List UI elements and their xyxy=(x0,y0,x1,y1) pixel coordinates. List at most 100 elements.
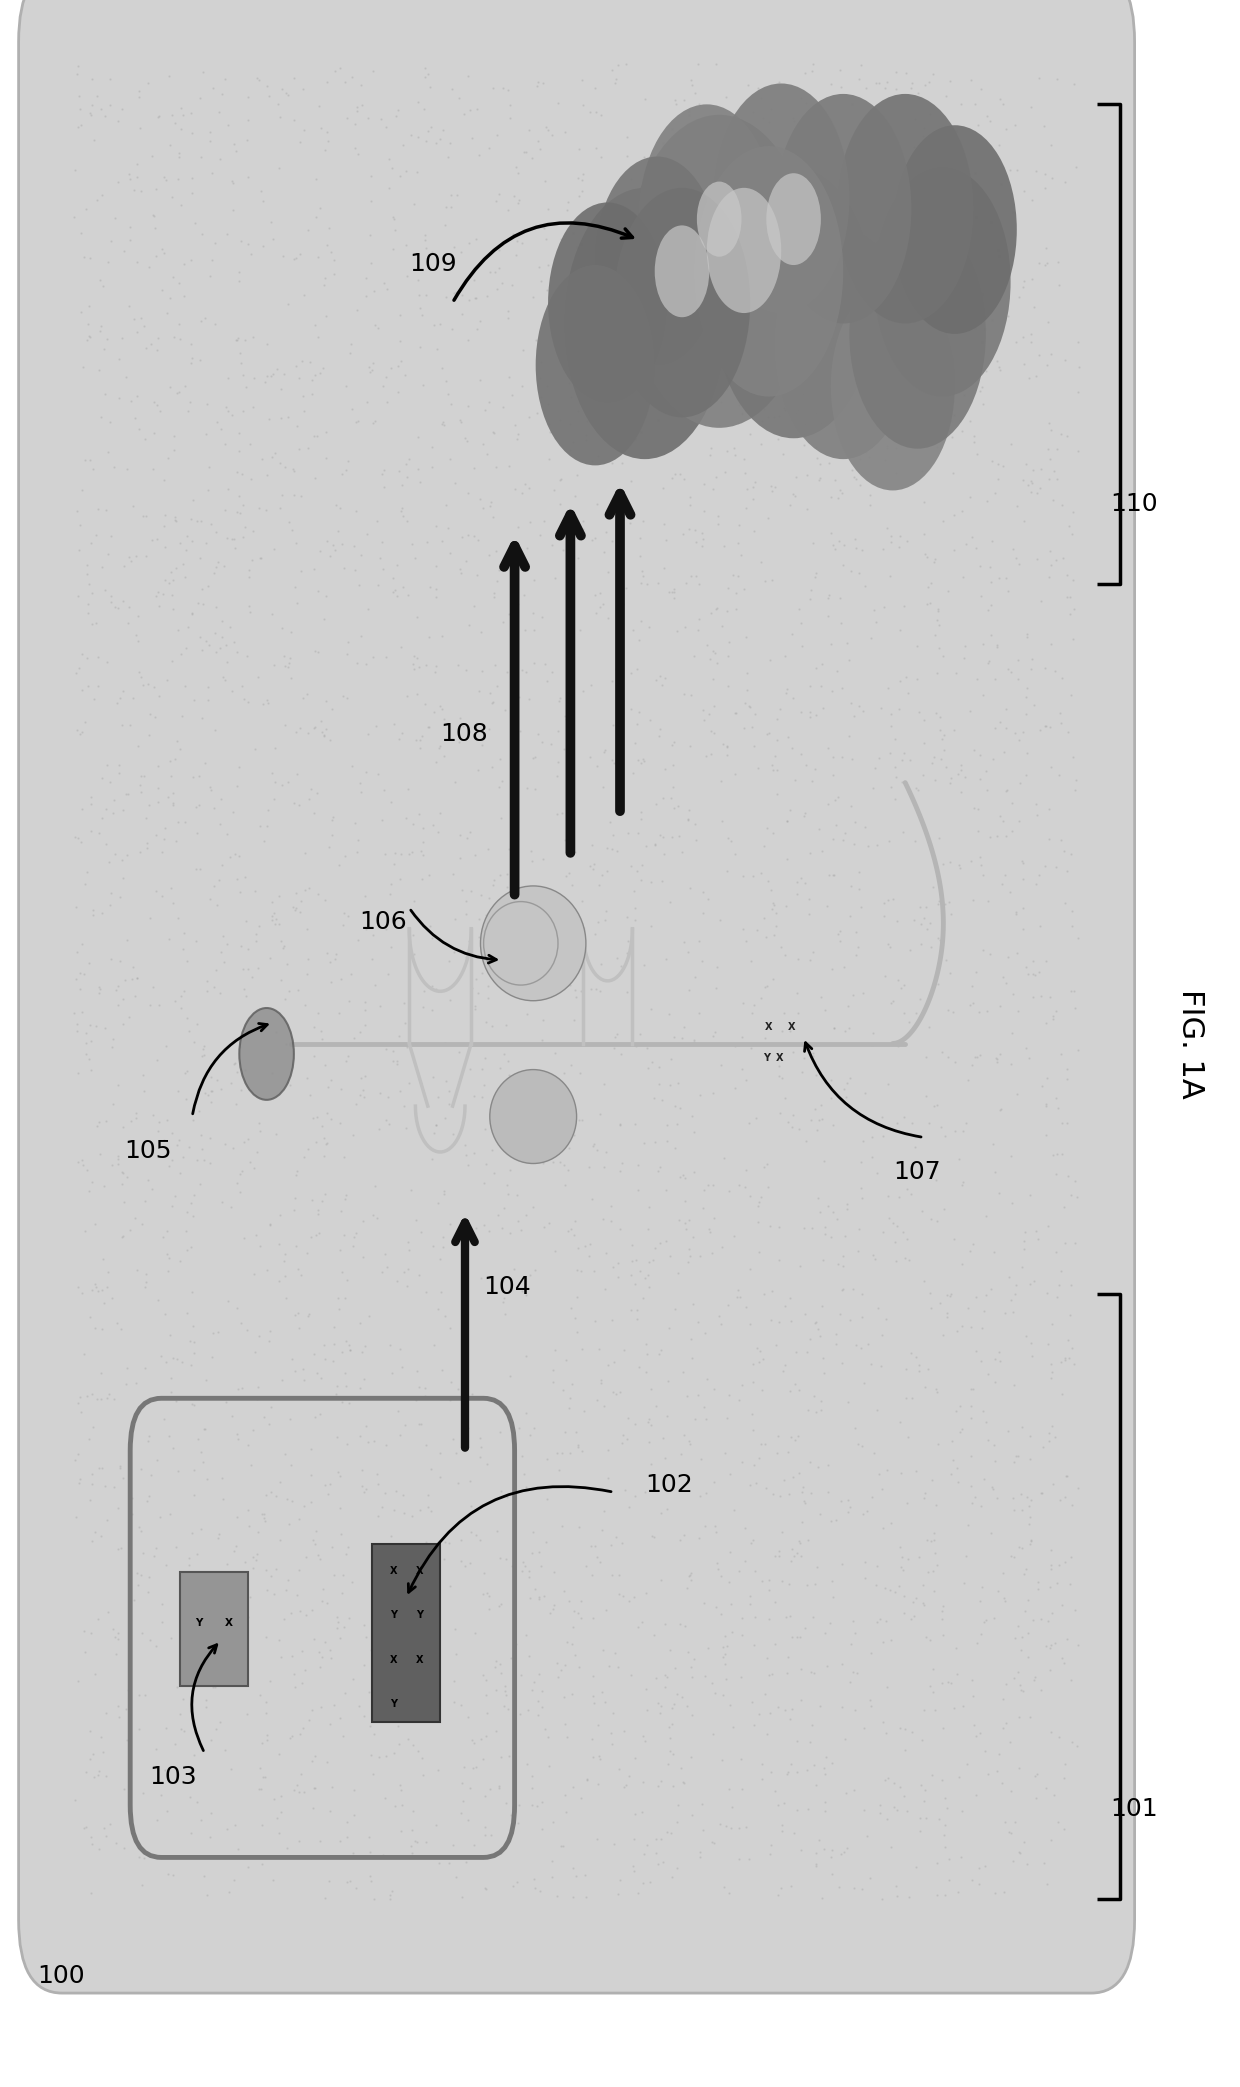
Point xyxy=(848,1233,868,1267)
Point xyxy=(753,405,773,438)
Point xyxy=(238,123,258,157)
Point xyxy=(641,1409,661,1442)
Point xyxy=(72,826,92,860)
Point xyxy=(584,847,604,881)
Point xyxy=(749,1185,769,1219)
Point xyxy=(82,1165,102,1198)
Point xyxy=(919,570,939,603)
Point xyxy=(1017,680,1037,714)
Point xyxy=(404,937,424,970)
Point xyxy=(777,129,797,163)
Point xyxy=(1056,1622,1076,1655)
Point xyxy=(759,864,779,897)
Point xyxy=(831,1298,851,1332)
Point xyxy=(996,113,1016,146)
Point xyxy=(114,549,134,582)
Point xyxy=(613,223,632,257)
Point xyxy=(875,1302,895,1336)
Point xyxy=(260,1208,280,1242)
Point xyxy=(1013,891,1033,925)
Point xyxy=(1058,1459,1078,1492)
Point xyxy=(556,701,575,735)
Point xyxy=(775,1695,795,1728)
Text: X: X xyxy=(224,1617,233,1628)
Point xyxy=(154,463,174,497)
Point xyxy=(171,188,191,221)
Point xyxy=(946,1630,966,1663)
Point xyxy=(810,1822,830,1855)
Point xyxy=(729,407,749,440)
Point xyxy=(1035,171,1055,205)
Point xyxy=(264,783,284,816)
Point xyxy=(764,401,784,434)
Point xyxy=(680,488,699,522)
Point xyxy=(234,1546,254,1580)
Point xyxy=(231,929,250,962)
Point xyxy=(944,1690,963,1724)
Point xyxy=(960,1236,980,1269)
Point xyxy=(1060,580,1080,614)
Point xyxy=(795,417,815,451)
Point xyxy=(322,1770,342,1803)
Point xyxy=(662,1738,682,1772)
Point xyxy=(960,480,980,513)
Point xyxy=(662,1707,682,1741)
Point xyxy=(118,605,138,639)
Point xyxy=(222,1753,242,1786)
Point xyxy=(387,578,407,611)
Point xyxy=(217,390,237,424)
Point xyxy=(693,897,713,931)
Point xyxy=(729,1843,749,1876)
Point xyxy=(947,1450,967,1484)
Point xyxy=(684,1025,704,1058)
Point xyxy=(603,447,622,480)
Point xyxy=(787,1620,807,1653)
Point xyxy=(337,626,357,659)
Point xyxy=(729,1555,749,1588)
Point xyxy=(732,1021,751,1054)
Point xyxy=(715,1620,735,1653)
Point xyxy=(246,1336,265,1369)
Point xyxy=(407,1354,427,1388)
Point xyxy=(291,1258,311,1292)
Point xyxy=(753,1761,773,1795)
Point xyxy=(791,862,811,895)
Point xyxy=(477,1446,497,1480)
Point xyxy=(247,1135,267,1169)
Point xyxy=(472,1659,492,1693)
Point xyxy=(853,977,873,1010)
Point xyxy=(415,223,435,257)
Point xyxy=(185,207,205,240)
Point xyxy=(588,440,608,474)
Point xyxy=(495,1670,515,1703)
Point xyxy=(196,526,216,559)
Point xyxy=(223,194,243,227)
Point xyxy=(102,520,122,553)
Point xyxy=(541,415,560,449)
Point xyxy=(890,614,910,647)
Point xyxy=(538,192,558,225)
Point xyxy=(112,92,131,125)
Point xyxy=(853,1711,873,1745)
Point xyxy=(805,1306,825,1340)
Point xyxy=(114,983,134,1016)
Point xyxy=(559,1131,579,1165)
Point xyxy=(627,1609,647,1642)
Point xyxy=(939,574,959,607)
Point xyxy=(763,887,782,920)
Point xyxy=(434,739,454,772)
Point xyxy=(884,357,904,390)
Point xyxy=(123,962,143,995)
Point xyxy=(806,1306,826,1340)
Point xyxy=(119,290,139,323)
Point xyxy=(108,591,128,624)
Point xyxy=(356,1620,376,1653)
Point xyxy=(443,1421,463,1455)
Point xyxy=(1064,1348,1084,1382)
Point xyxy=(322,803,342,837)
Point xyxy=(393,127,413,161)
Point xyxy=(792,1469,812,1503)
Point xyxy=(680,1428,699,1461)
Point xyxy=(506,781,526,814)
Point xyxy=(776,889,796,922)
